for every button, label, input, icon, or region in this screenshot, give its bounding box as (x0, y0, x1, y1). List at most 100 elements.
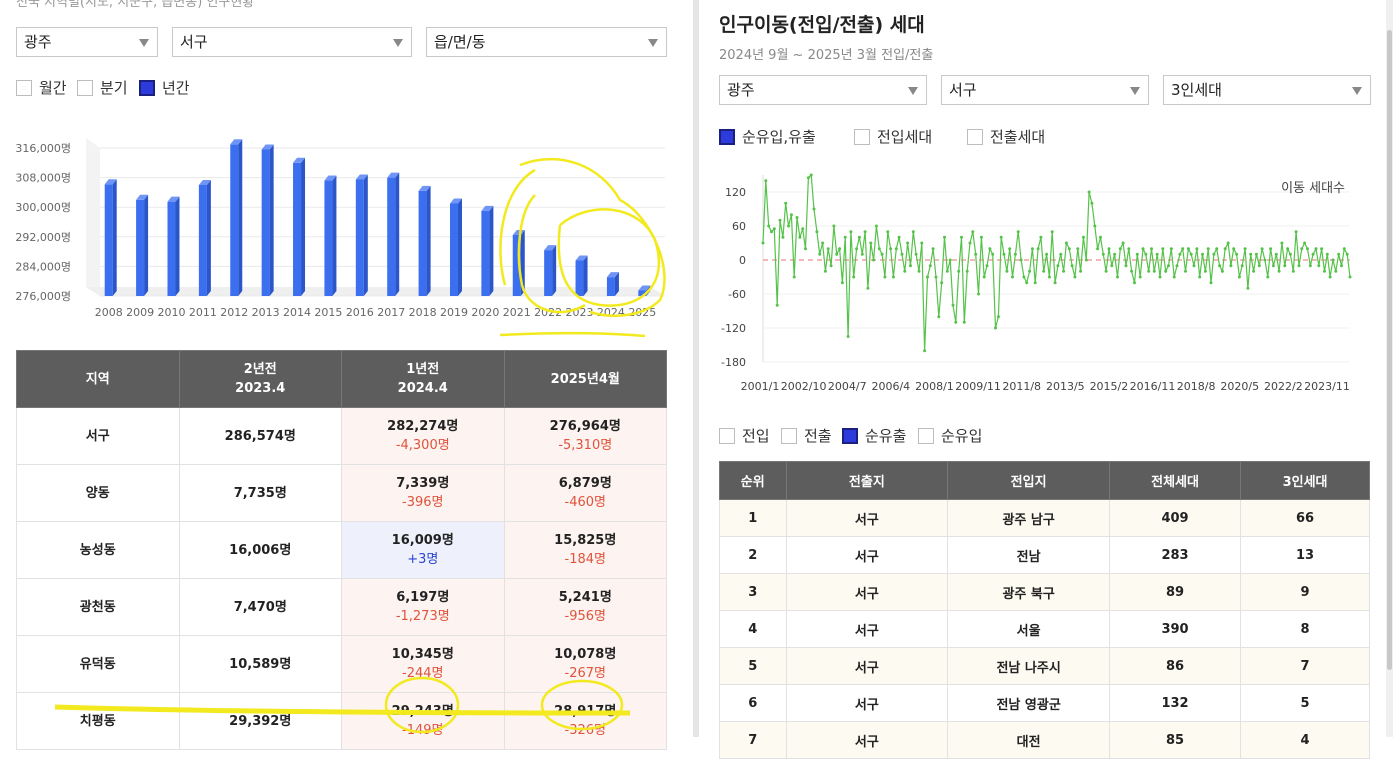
data-point (1013, 252, 1017, 256)
bar-top (449, 198, 462, 204)
data-point (1274, 252, 1278, 256)
data-point (889, 247, 893, 251)
data-point (1164, 269, 1168, 273)
header-total-households: 전체세대 (1108, 461, 1242, 500)
bar-front (606, 277, 615, 296)
total-households-cell: 132 (1108, 684, 1242, 722)
data-point (994, 326, 997, 330)
data-point (1011, 275, 1014, 279)
change-value: -149명 (402, 723, 444, 738)
header-one-year-ago: 1년전 2024.4 (341, 350, 505, 408)
period-quarterly-checkbox[interactable]: 분기 (77, 77, 128, 98)
x-tick-label: 2004/7 (828, 380, 867, 393)
move-in-household-checkbox[interactable]: 전입세대 (854, 126, 932, 147)
two-years-ago-cell: 29,392명 (178, 692, 342, 750)
data-point (985, 264, 989, 268)
emd-select[interactable]: 읍/면/동 (426, 27, 667, 57)
bar-front (544, 250, 553, 296)
data-point (979, 235, 983, 239)
data-point (1076, 247, 1080, 251)
data-point (1232, 247, 1236, 251)
region-cell: 유덕동 (16, 635, 180, 693)
x-tick-label: 2009 (126, 306, 154, 319)
data-point (1124, 264, 1128, 268)
destination-cell: 광주 남구 (947, 499, 1110, 537)
data-point (1181, 247, 1185, 251)
bar-side (489, 205, 494, 296)
data-point (815, 230, 819, 234)
sigungu-select[interactable]: 서구 (172, 27, 412, 57)
data-point (1235, 252, 1239, 256)
net-out-checkbox[interactable]: 순유출 (842, 425, 906, 446)
three-person-cell: 66 (1240, 499, 1370, 537)
table-row: 유덕동 10,589명 10,345명 -244명 10,078명 -267명 (16, 635, 667, 693)
data-point (1175, 264, 1179, 268)
bar-side (395, 172, 400, 296)
data-point (1266, 275, 1270, 279)
data-point (1042, 269, 1046, 273)
period-monthly-checkbox[interactable]: 월간 (16, 77, 67, 98)
current-cell: 5,241명 -956명 (503, 578, 667, 636)
total-households-cell: 89 (1108, 573, 1242, 611)
table-row: 3 서구 광주 북구 89 9 (719, 573, 1370, 611)
migration-sido-select[interactable]: 광주 (719, 75, 927, 105)
table-row: 7 서구 대전 85 4 (719, 721, 1370, 759)
x-tick-label: 2019 (440, 306, 468, 319)
migration-sigungu-select[interactable]: 서구 (941, 75, 1149, 105)
x-tick-label: 2009/11 (955, 380, 1001, 393)
scrollbar[interactable] (1386, 0, 1393, 737)
x-tick-label: 2012 (220, 306, 248, 319)
sido-select[interactable]: 광주 (16, 27, 158, 57)
data-point (1130, 269, 1134, 273)
x-tick-label: 2020/5 (1220, 380, 1259, 393)
data-point (1189, 252, 1193, 256)
bar-side (552, 245, 557, 296)
data-point (1045, 252, 1049, 256)
scrollbar-thumb[interactable] (1387, 30, 1392, 670)
panel-divider[interactable] (693, 0, 699, 737)
data-point (1271, 264, 1275, 268)
household-size-select[interactable]: 3인세대 (1163, 75, 1371, 105)
table-row: 2 서구 전남 283 13 (719, 536, 1370, 574)
data-point (965, 269, 969, 273)
data-point (1201, 252, 1204, 256)
y-tick-label: 276,000명 (15, 290, 71, 303)
data-point (1087, 190, 1091, 194)
data-point (772, 227, 776, 231)
data-point (1104, 269, 1108, 273)
data-point (988, 247, 992, 251)
data-point (1169, 247, 1173, 251)
data-point (900, 252, 904, 256)
move-in-checkbox[interactable]: 전입 (719, 425, 770, 446)
bar-front (638, 290, 647, 296)
data-point (1220, 269, 1224, 273)
migration-panel: 인구이동(전입/전출) 세대 2024년 9월 ~ 2025년 3월 전입/전출… (699, 0, 1393, 759)
checkbox-label: 순유입,유출 (742, 128, 816, 146)
data-point (1254, 252, 1258, 256)
period-yearly-checkbox[interactable]: 년간 (139, 77, 190, 98)
one-year-ago-cell: 282,274명 -4,300명 (341, 407, 505, 465)
table-row: 1 서구 광주 남구 409 66 (719, 499, 1370, 537)
bar-top (167, 196, 180, 202)
data-point (1070, 264, 1074, 268)
three-person-cell: 8 (1240, 610, 1370, 648)
data-point (1348, 275, 1352, 279)
data-point (787, 224, 790, 228)
bar-side (269, 144, 274, 296)
data-point (954, 320, 958, 324)
data-point (937, 315, 941, 319)
data-point (1263, 258, 1267, 262)
data-point (1047, 275, 1051, 279)
x-tick-label: 2023/11 (1304, 380, 1350, 393)
data-point (855, 247, 859, 251)
x-tick-label: 2025 (628, 306, 656, 319)
data-point (789, 213, 793, 217)
net-migration-checkbox[interactable]: 순유입,유출 (719, 126, 816, 147)
move-out-household-checkbox[interactable]: 전출세대 (967, 126, 1045, 147)
chevron-down-icon (1352, 87, 1362, 95)
data-point (1050, 230, 1054, 234)
x-tick-label: 2008/1 (915, 380, 954, 393)
move-out-checkbox[interactable]: 전출 (781, 425, 832, 446)
data-point (883, 275, 887, 279)
net-in-checkbox[interactable]: 순유입 (918, 425, 982, 446)
